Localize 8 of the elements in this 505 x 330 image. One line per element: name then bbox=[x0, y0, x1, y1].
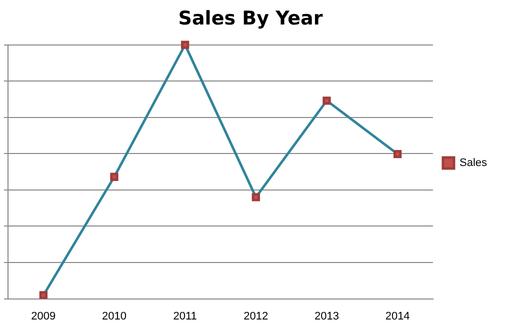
x-tick-label: 2013 bbox=[314, 310, 339, 322]
x-tick-label: 2014 bbox=[385, 310, 410, 322]
x-tick-label: 2012 bbox=[244, 310, 268, 322]
x-tick-label: 2011 bbox=[173, 310, 197, 322]
x-tick-label: 2010 bbox=[102, 310, 126, 322]
x-tick-label: 2009 bbox=[31, 310, 56, 322]
legend-label: Sales bbox=[459, 157, 488, 170]
chart-title: Sales By Year bbox=[178, 7, 324, 30]
